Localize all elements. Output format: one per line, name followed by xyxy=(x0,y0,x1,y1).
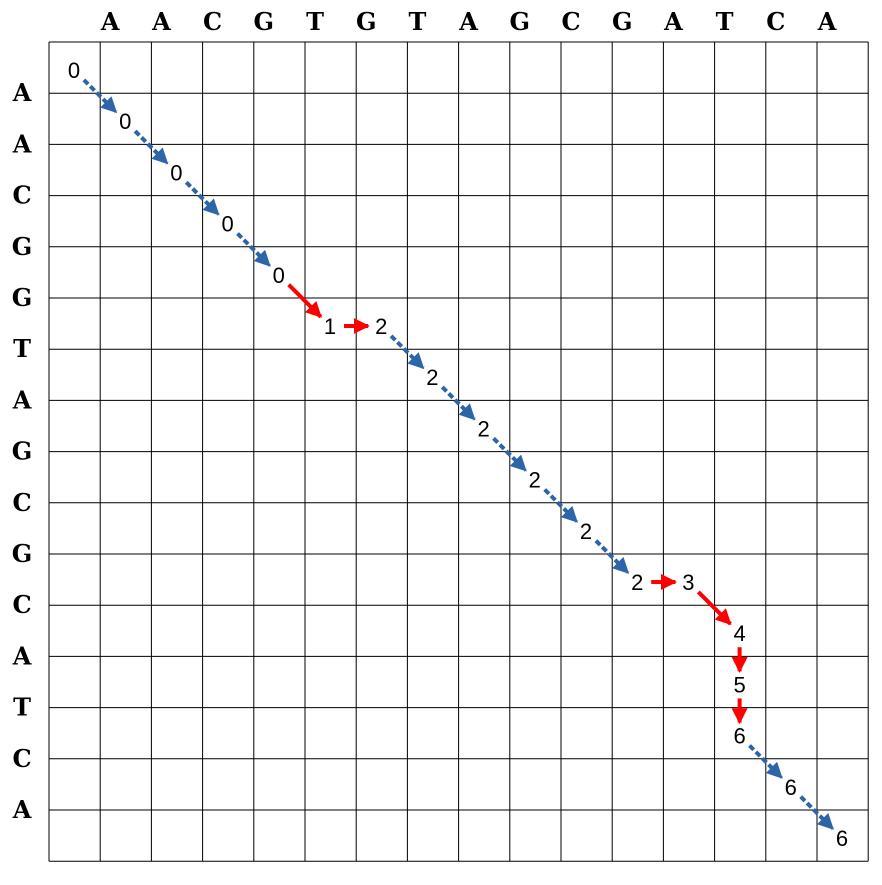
left-sequence-letter: A xyxy=(12,641,32,670)
match-arrow xyxy=(82,78,118,114)
path-score: 0 xyxy=(170,160,182,185)
top-sequence-letter: C xyxy=(203,7,222,36)
match-arrow xyxy=(748,744,784,780)
left-sequence-letter: T xyxy=(13,334,31,363)
path-score: 2 xyxy=(580,519,592,544)
path-score: 3 xyxy=(682,570,694,595)
top-sequence-letter: A xyxy=(817,7,837,36)
top-sequence-letter: T xyxy=(306,7,324,36)
top-sequence-letter: T xyxy=(716,7,734,36)
match-arrow xyxy=(594,539,630,575)
left-sequence-letter: G xyxy=(12,437,33,466)
top-sequence-letter: C xyxy=(766,7,785,36)
top-sequence-letter: A xyxy=(151,7,171,36)
match-arrow xyxy=(799,795,835,831)
path-score: 6 xyxy=(785,775,797,800)
match-arrow xyxy=(236,232,272,268)
path-score: 6 xyxy=(733,724,745,749)
path-score: 0 xyxy=(119,109,131,134)
edit-arrow xyxy=(696,590,732,626)
match-arrow xyxy=(133,129,169,165)
top-sequence-letter: T xyxy=(408,7,426,36)
edit-arrow xyxy=(287,283,323,319)
left-sequence-letter: G xyxy=(12,283,33,312)
top-sequence-letter: A xyxy=(663,7,683,36)
path-score: 2 xyxy=(529,468,541,493)
top-sequence-letter: G xyxy=(510,7,531,36)
left-sequence-letter: C xyxy=(12,744,31,773)
top-sequence-letter: A xyxy=(458,7,478,36)
top-sequence-letter: G xyxy=(612,7,633,36)
left-sequence-letter: C xyxy=(12,590,31,619)
left-sequence-letter: T xyxy=(13,693,31,722)
path-score: 4 xyxy=(733,621,745,646)
path-score: 2 xyxy=(375,314,387,339)
path-score: 0 xyxy=(68,58,80,83)
match-arrow xyxy=(184,180,220,216)
path-score: 2 xyxy=(631,570,643,595)
path-scores: 0 0 0 0 0 1 2 2 2 2 2 2 3 4 5 6 6 6 xyxy=(68,58,848,851)
left-sequence-letter: A xyxy=(12,78,32,107)
path-score: 1 xyxy=(324,314,336,339)
left-sequence-letter: A xyxy=(12,385,32,414)
path-score: 2 xyxy=(426,365,438,390)
left-sequence-letter: G xyxy=(12,232,33,261)
traceback-arrows xyxy=(82,78,835,831)
match-arrow xyxy=(389,334,425,370)
left-sequence-letter: A xyxy=(12,129,32,158)
match-arrow xyxy=(543,488,579,524)
left-sequence-letter: C xyxy=(12,488,31,517)
left-sequence-letter: C xyxy=(12,181,31,210)
path-score: 2 xyxy=(477,416,489,441)
left-sequence-letter: G xyxy=(12,539,33,568)
match-arrow xyxy=(440,385,476,421)
top-sequence-letter: G xyxy=(254,7,275,36)
path-score: 0 xyxy=(273,263,285,288)
path-score: 5 xyxy=(733,672,745,697)
top-sequence-letter: G xyxy=(356,7,377,36)
left-sequence-letter: A xyxy=(12,795,32,824)
dp-grid xyxy=(48,41,869,862)
top-sequence-letter: A xyxy=(100,7,120,36)
top-sequence-letter: C xyxy=(561,7,580,36)
match-arrow xyxy=(492,436,528,472)
path-score: 6 xyxy=(836,826,848,851)
path-score: 0 xyxy=(221,212,233,237)
